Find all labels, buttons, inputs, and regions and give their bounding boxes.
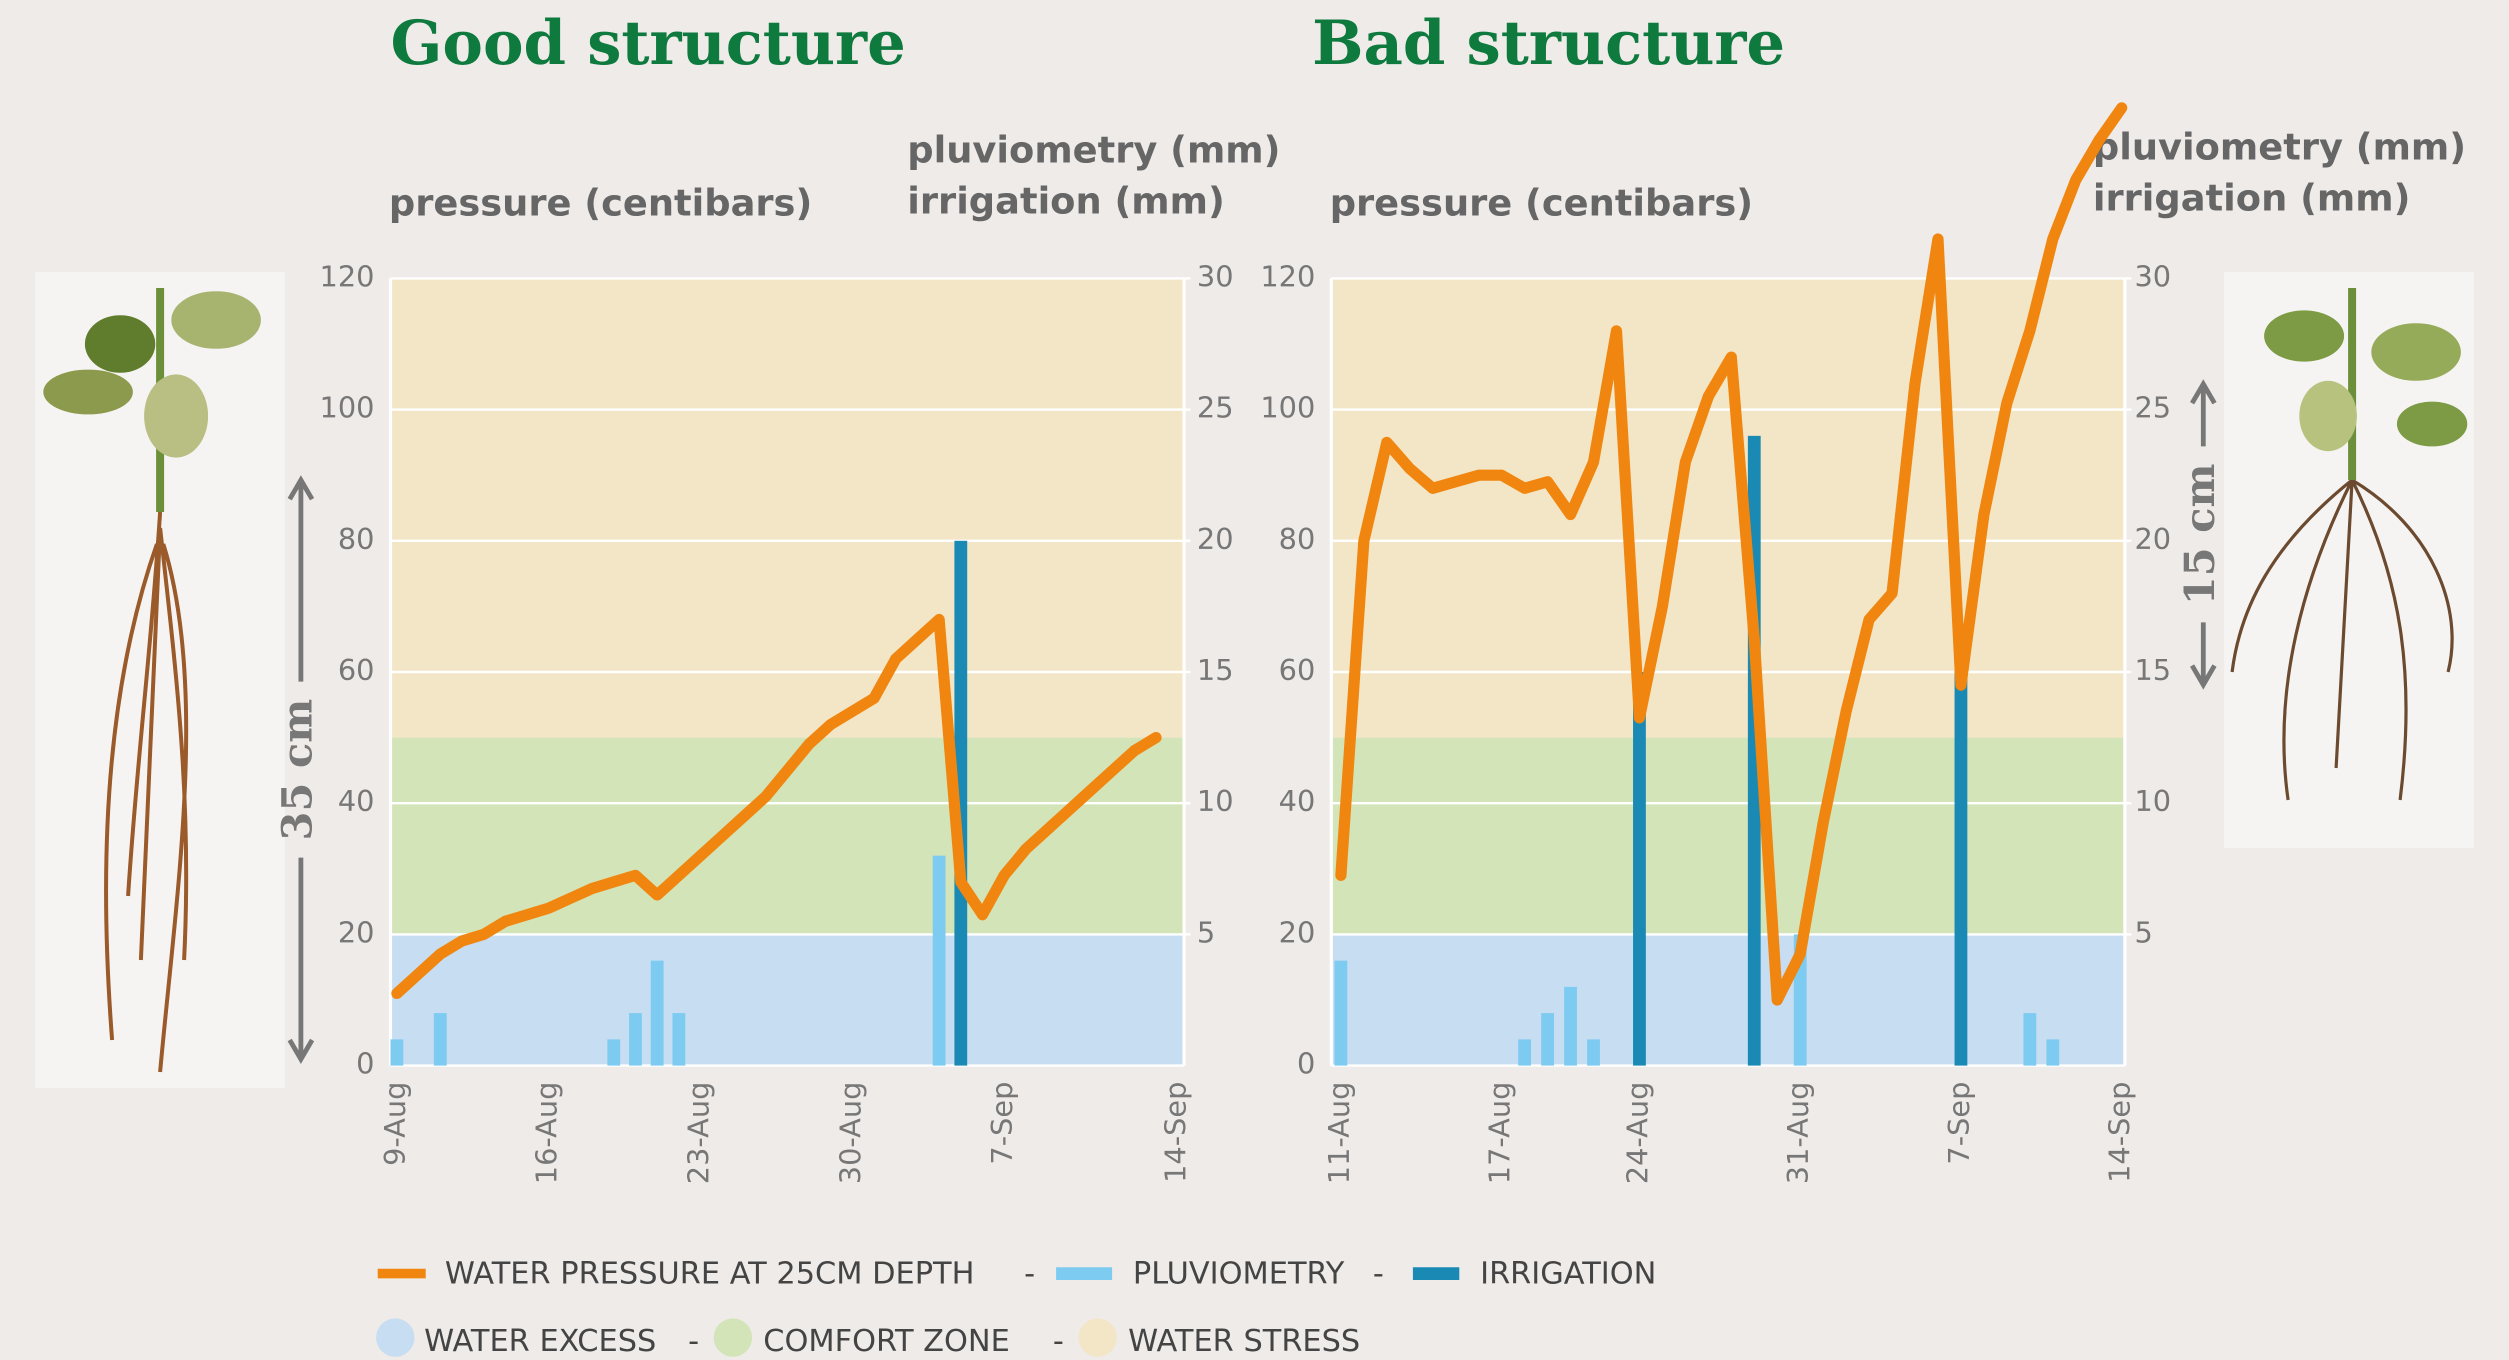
- y-tick-label: 80: [1279, 522, 1316, 556]
- y2-axis-label: irrigation (mm): [2093, 177, 2411, 220]
- bar: [1541, 1013, 1554, 1065]
- y2-tick-label: 30: [2135, 259, 2172, 293]
- legend-label: IRRIGATION: [1480, 1257, 1656, 1292]
- bar: [2046, 1039, 2059, 1065]
- legend-label: WATER EXCESS: [424, 1324, 656, 1359]
- x-tick-label: 9-Aug: [378, 1082, 412, 1166]
- legend-swatch: [714, 1318, 752, 1356]
- legend-label: PLUVIOMETRY: [1133, 1257, 1345, 1292]
- page: {"chart_data":[ {"type":"combo","title":…: [0, 0, 2509, 1360]
- bar: [1335, 961, 1348, 1066]
- legend-label: COMFORT ZONE: [763, 1324, 1010, 1359]
- y-tick-label: 120: [320, 259, 375, 293]
- y2-tick-label: 5: [1197, 915, 1215, 949]
- x-tick-label: 17-Aug: [1483, 1082, 1517, 1185]
- y2-tick-label: 25: [1197, 391, 1234, 425]
- legend-label: WATER STRESS: [1128, 1324, 1360, 1359]
- bar: [1955, 646, 1968, 1066]
- zone: [1331, 278, 2125, 737]
- y2-axis-label: pluviometry (mm): [907, 129, 1280, 172]
- x-tick-label: 7-Sep: [1942, 1082, 1976, 1165]
- y2-tick-label: 20: [1197, 522, 1234, 556]
- y-tick-label: 40: [1279, 784, 1316, 818]
- legend: WATER PRESSURE AT 25CM DEPTH-PLUVIOMETRY…: [376, 1257, 1656, 1359]
- bar: [933, 856, 946, 1066]
- y-tick-label: 60: [1279, 653, 1316, 687]
- y2-tick-label: 5: [2135, 915, 2153, 949]
- y2-tick-label: 10: [2135, 784, 2172, 818]
- y2-tick-label: 20: [2135, 522, 2172, 556]
- y-tick-label: 100: [1260, 391, 1315, 425]
- bar: [1587, 1039, 1600, 1065]
- x-tick-label: 11-Aug: [1322, 1082, 1356, 1185]
- legend-separator: -: [1373, 1257, 1384, 1292]
- bar: [1633, 672, 1646, 1066]
- legend-swatch: [376, 1318, 414, 1356]
- y2-tick-label: 10: [1197, 784, 1234, 818]
- y-axis-label: pressure (centibars): [1330, 181, 1753, 224]
- y-tick-label: 20: [1279, 915, 1316, 949]
- bar: [651, 961, 664, 1066]
- bar: [391, 1039, 404, 1065]
- bar: [2023, 1013, 2036, 1065]
- annotation: 35 cm: [272, 699, 321, 841]
- y-tick-label: 120: [1260, 259, 1315, 293]
- y-tick-label: 80: [338, 522, 375, 556]
- chart: WATER PRESSURE AT 25CM DEPTH-PLUVIOMETRY…: [0, 0, 2509, 1360]
- y2-axis-label: pluviometry (mm): [2093, 125, 2466, 168]
- y-axis-label: pressure (centibars): [389, 181, 812, 224]
- y-tick-label: 60: [338, 653, 375, 687]
- zone: [1331, 738, 2125, 935]
- annotation: 15 cm: [2175, 464, 2224, 606]
- y2-tick-label: 30: [1197, 259, 1234, 293]
- y-tick-label: 0: [1297, 1047, 1315, 1081]
- chart-title: Bad structure: [1312, 8, 1785, 79]
- x-tick-label: 14-Sep: [1159, 1082, 1193, 1183]
- bar: [434, 1013, 447, 1065]
- x-tick-label: 30-Aug: [833, 1082, 867, 1185]
- bar: [1564, 987, 1577, 1066]
- y2-axis-label: irrigation (mm): [907, 180, 1225, 223]
- y-tick-label: 0: [356, 1047, 374, 1081]
- legend-separator: -: [1053, 1324, 1064, 1359]
- zone: [391, 278, 1185, 737]
- legend-label: WATER PRESSURE AT 25CM DEPTH: [445, 1257, 975, 1292]
- zone: [1331, 934, 2125, 1065]
- x-tick-label: 23-Aug: [682, 1082, 716, 1185]
- x-tick-label: 16-Aug: [530, 1082, 564, 1185]
- chart-title: Good structure: [391, 8, 906, 79]
- x-tick-label: 31-Aug: [1781, 1082, 1815, 1185]
- bar: [1518, 1039, 1531, 1065]
- legend-separator: -: [1024, 1257, 1035, 1292]
- legend-separator: -: [688, 1324, 699, 1359]
- y-tick-label: 20: [338, 915, 375, 949]
- legend-swatch: [1079, 1318, 1117, 1356]
- x-tick-label: 14-Sep: [2103, 1082, 2137, 1183]
- bar: [607, 1039, 620, 1065]
- bar: [629, 1013, 642, 1065]
- y-tick-label: 40: [338, 784, 375, 818]
- bar: [672, 1013, 685, 1065]
- y2-tick-label: 25: [2135, 391, 2172, 425]
- zone: [391, 934, 1185, 1065]
- y2-tick-label: 15: [2135, 653, 2172, 687]
- x-tick-label: 7-Sep: [985, 1082, 1019, 1165]
- y2-tick-label: 15: [1197, 653, 1234, 687]
- y-tick-label: 100: [320, 391, 375, 425]
- x-tick-label: 24-Aug: [1620, 1082, 1654, 1185]
